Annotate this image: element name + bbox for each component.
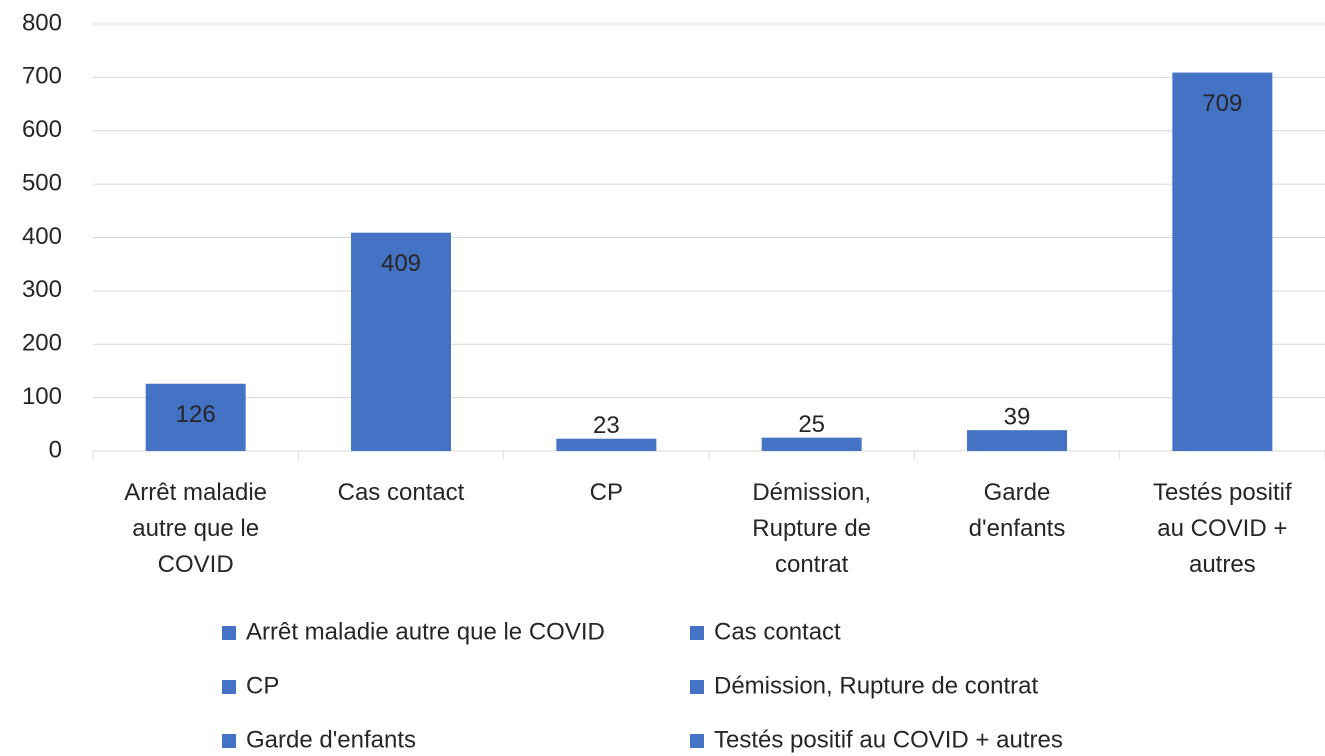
bar [145, 383, 246, 451]
x-tick-label: Testés positif au COVID + autres [1153, 479, 1292, 578]
value-label: 709 [1202, 90, 1242, 117]
legend-label: Garde d'enfants [246, 726, 416, 753]
y-tick-label: 700 [22, 63, 62, 90]
value-label: 39 [1004, 404, 1031, 431]
x-tick-label: CP [590, 479, 623, 506]
y-tick-label: 0 [49, 436, 62, 463]
bar [761, 437, 862, 451]
x-tick-label: Démission, Rupture de contrat [752, 479, 871, 578]
y-tick-label: 500 [22, 169, 62, 196]
legend-label: Démission, Rupture de contrat [714, 672, 1038, 699]
legend-swatch [222, 626, 236, 640]
bar [967, 430, 1067, 451]
legend-swatch [222, 680, 236, 694]
y-tick-label: 300 [22, 276, 62, 303]
x-tick-label: Cas contact [338, 479, 465, 506]
legend-label: Arrêt maladie autre que le COVID [246, 618, 605, 645]
legend-label: CP [246, 672, 279, 699]
y-tick-label: 800 [22, 9, 62, 36]
bar [1172, 72, 1273, 451]
legend-label: Cas contact [714, 618, 841, 645]
value-label: 126 [176, 401, 216, 428]
x-tick-label: Garde d'enfants [969, 479, 1066, 542]
legend-swatch [690, 626, 704, 640]
legend-swatch [222, 734, 236, 748]
value-label: 23 [593, 412, 620, 439]
bar [556, 438, 657, 451]
legend-label: Testés positif au COVID + autres [714, 726, 1063, 753]
y-tick-label: 600 [22, 116, 62, 143]
y-tick-label: 400 [22, 223, 62, 250]
value-label: 25 [798, 411, 825, 438]
y-tick-label: 200 [22, 330, 62, 357]
bar [351, 232, 451, 451]
value-label: 409 [381, 250, 421, 277]
x-tick-label: Arrêt maladie autre que le COVID [124, 479, 267, 578]
legend-swatch [690, 734, 704, 748]
y-tick-label: 100 [22, 383, 62, 410]
legend-swatch [690, 680, 704, 694]
